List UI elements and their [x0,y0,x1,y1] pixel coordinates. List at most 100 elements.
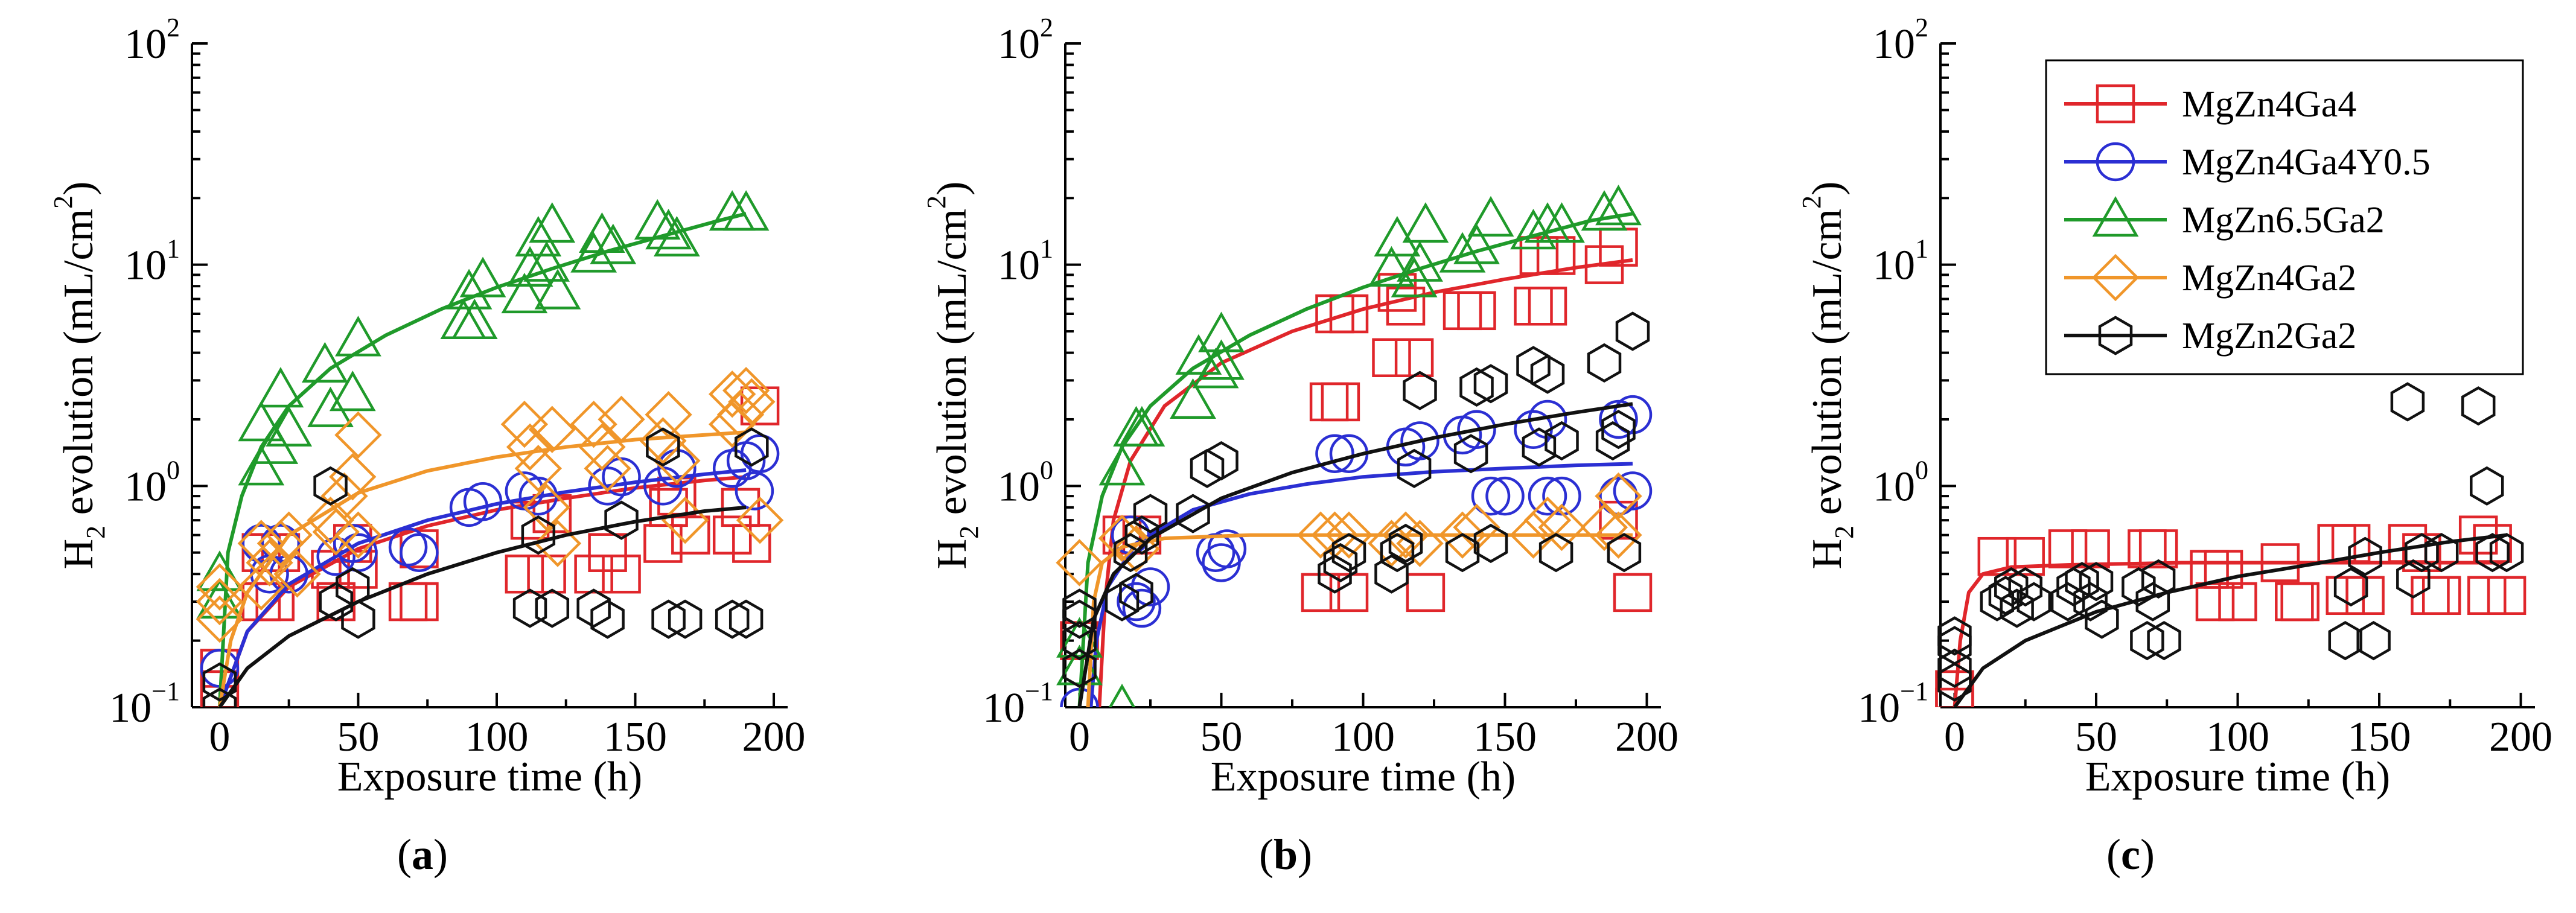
data-point [1403,371,1437,410]
data-point [1133,494,1168,533]
data-point [388,527,428,567]
data-point [602,554,641,594]
x-tick-label: 50 [1200,714,1243,760]
legend-label: MgZn4Ga4 [2182,84,2356,125]
data-point [341,599,375,639]
y-axis-title: H2 evolution (mL/cm2) [922,182,984,570]
data-point [1522,427,1557,467]
data-point [2424,533,2459,573]
data-point [1118,406,1165,447]
y-tick-label: 102 [1873,13,1928,68]
data-point [1528,287,1567,326]
data-point [1595,511,1642,559]
data-point [1935,670,1974,707]
data-point [335,316,381,357]
y-tick-label: 10−1 [109,676,180,731]
data-point [722,190,770,231]
data-point [645,391,692,439]
data-point [1453,434,1488,474]
data-point [528,406,576,453]
data-point [2071,529,2110,568]
x-tick-label: 0 [1069,714,1090,760]
data-point [1386,287,1426,326]
data-point [1935,687,1974,707]
data-point [653,437,701,485]
data-point [1601,410,1636,450]
data-point [1117,582,1156,622]
data-point [339,550,378,589]
data-point [1175,334,1222,375]
series-mgzn6-5ga2 [1056,185,1642,707]
data-point [715,599,750,639]
data-point [576,588,611,628]
x-tick-label: 100 [1331,714,1395,760]
data-point [1988,576,2023,616]
legend-marker [2098,316,2133,355]
data-point [1402,202,1449,243]
data-point [529,202,576,243]
data-point [1937,648,1972,688]
data-point [1331,533,1366,573]
data-point [722,366,770,415]
data-point [1397,448,1432,488]
data-point [1523,496,1572,544]
data-point [646,427,680,467]
data-point [202,687,237,707]
data-point [523,241,570,282]
panel-label: (a) [397,830,448,879]
data-point [1977,536,2017,576]
fit-line [1077,212,1633,707]
data-point [1105,582,1140,622]
data-point [1400,421,1439,460]
data-point [1119,573,1153,612]
data-point [2204,550,2243,589]
data-point [261,524,301,563]
data-point [1301,573,1341,612]
data-point [2326,576,2365,616]
legend: MgZn4Ga4 MgZn4Ga4Y0.5 MgZn6.5Ga2 MgZn4Ga2 Mg… [2045,59,2524,375]
data-point [1170,378,1216,419]
data-point [1122,588,1162,628]
data-point [2396,559,2431,599]
data-point [709,400,756,448]
data-point [266,406,313,447]
data-point [2421,576,2461,616]
y-axis-title: H2 evolution (mL/cm2) [1797,182,1859,570]
panel-label: (c) [2106,830,2155,879]
y-tick-label: 100 [998,455,1053,510]
data-point [238,401,285,442]
data-point [514,445,563,492]
data-point [307,496,354,544]
data-point [273,550,321,598]
data-point [735,471,774,511]
data-point [1323,542,1358,583]
y-tick-label: 10−1 [983,676,1053,731]
data-point [523,483,570,532]
legend-entry: MgZn6.5Ga2 [2064,196,2385,241]
panel-a: 0 50 100 150 200 10−1 100 101 102 Exposure time (… [48,13,806,879]
data-point [634,199,681,240]
data-point [307,386,354,427]
x-tick-label: 0 [1944,714,1965,760]
data-point [1457,410,1496,449]
legend-entry: MgZn4Ga2 [2064,253,2356,302]
data-point [735,427,769,467]
data-point [1368,246,1415,287]
data-point [246,539,293,587]
data-point [1388,523,1423,564]
series-mgzn4ga4 [1935,515,2527,707]
data-point [1538,503,1586,552]
data-point [1453,223,1500,264]
data-point [579,212,625,253]
data-point [570,232,617,273]
data-point [732,524,771,563]
data-point [2470,466,2504,506]
legend-marker [2096,142,2135,182]
data-point [668,599,703,639]
y-axis-title: H2 evolution (mL/cm2) [48,182,110,570]
data-point [1325,511,1373,559]
y-tick-label: 100 [1873,455,1928,510]
series-mgzn2ga2 [1937,382,2524,707]
data-point [1062,588,1097,628]
legend-label: MgZn4Ga2 [2182,258,2356,299]
